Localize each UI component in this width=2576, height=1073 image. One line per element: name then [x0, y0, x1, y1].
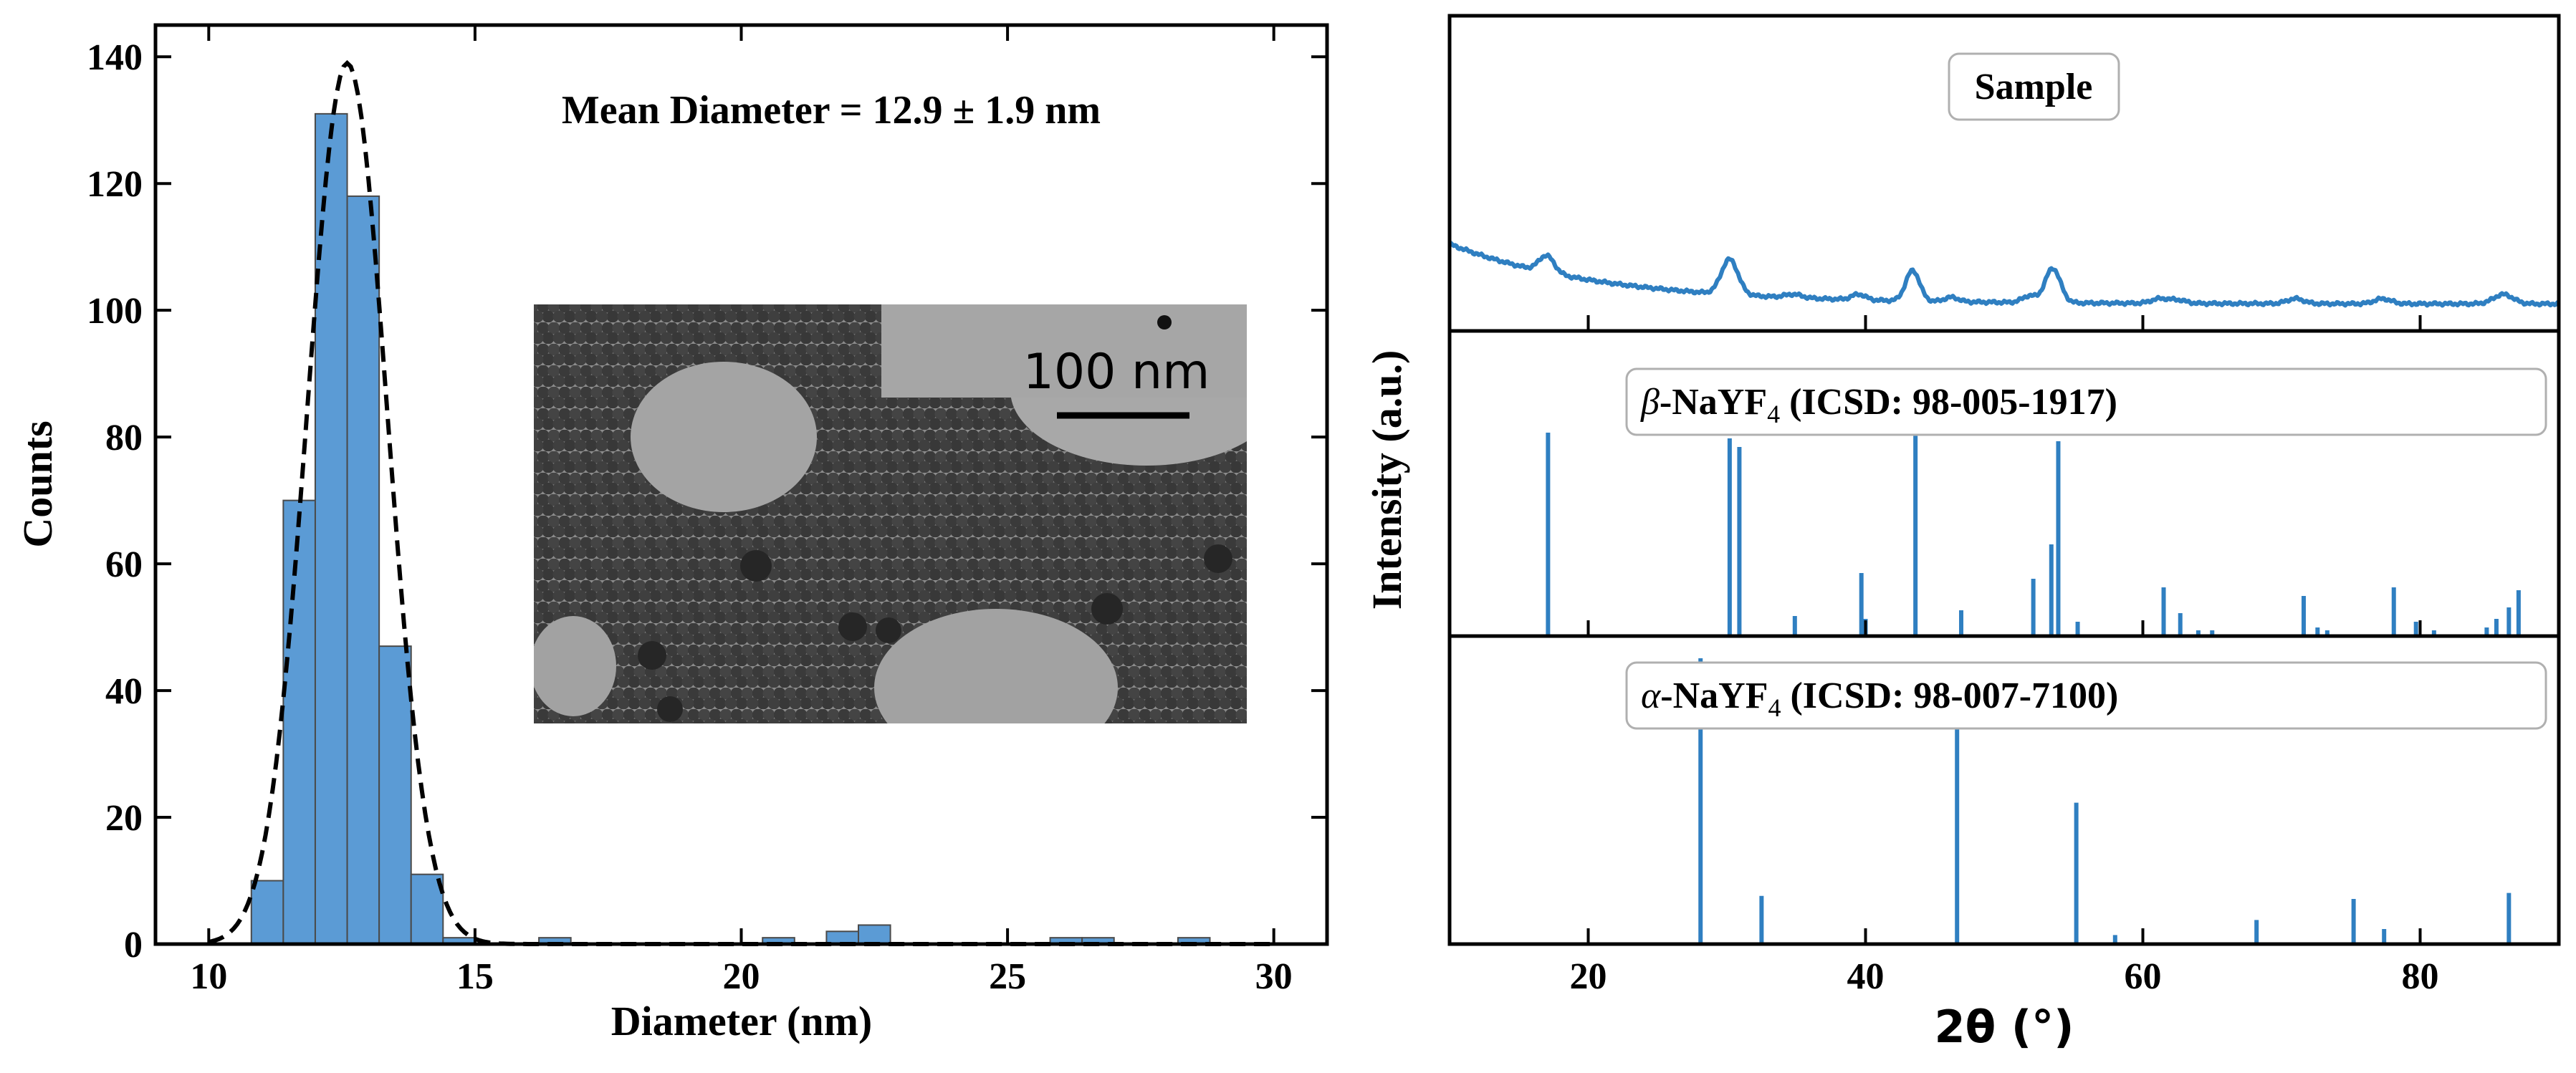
legend-alpha-sub: 4: [1768, 693, 1781, 722]
xrd-x-tick-label: 60: [2125, 956, 2162, 997]
histogram-bar: [250, 880, 284, 945]
x-tick-label: 25: [989, 956, 1026, 997]
legend-sample: Sample: [1948, 52, 2120, 121]
xrd-x-tick-label: 40: [1847, 956, 1885, 997]
y-tick-label: 120: [87, 164, 143, 205]
x-tick-label: 15: [456, 956, 494, 997]
xrd-x-tick-label: 20: [1570, 956, 1607, 997]
histogram-x-axis-label: Diameter (nm): [611, 998, 873, 1044]
histogram-bars: [250, 112, 1211, 946]
legend-alpha: α-NaYF4 (ICSD: 98-007-7100): [1625, 661, 2547, 730]
legend-sample-label: Sample: [1975, 67, 2093, 107]
xrd-x-axis-label: 2θ (°): [1935, 1001, 2074, 1053]
legend-beta-label: -NaYF: [1660, 382, 1767, 423]
y-tick-label: 40: [105, 671, 143, 712]
histogram-bar: [378, 645, 412, 945]
legend-beta-prefix: β: [1640, 382, 1660, 423]
legend-alpha-suffix: (ICSD: 98-007-7100): [1781, 675, 2118, 716]
y-tick-label: 20: [105, 798, 143, 839]
mean-diameter-annotation: Mean Diameter = 12.9 ± 1.9 nm: [562, 88, 1101, 133]
y-tick-label: 100: [87, 291, 143, 332]
alpha-reference-sticks: [1698, 658, 2512, 944]
histogram-panel: 100 nm 10 15 20 25 30 0 20 40 60 80 100 120 140 Mea…: [14, 23, 1329, 1044]
svg-text:α-NaYF4 (ICSD: 98-007-7100): α-NaYF4 (ICSD: 98-007-7100): [1641, 675, 2118, 722]
xrd-panel: 20 40 60 80 Sample β-NaYF4 (ICSD: 98-005-19…: [1364, 14, 2561, 1053]
legend-beta: β-NaYF4 (ICSD: 98-005-1917): [1625, 367, 2547, 436]
x-tick-label: 30: [1255, 956, 1293, 997]
x-tick-label: 20: [723, 956, 760, 997]
xrd-y-axis-label: Intensity (a.u.): [1364, 350, 1410, 610]
histogram-bar: [282, 499, 316, 945]
y-tick-label: 60: [105, 544, 143, 585]
x-tick-label: 10: [190, 956, 227, 997]
y-tick-label: 140: [87, 37, 143, 78]
tem-inset: [534, 304, 1247, 723]
legend-beta-suffix: (ICSD: 98-005-1917): [1780, 382, 2117, 423]
histogram-bar: [858, 924, 891, 946]
histogram-bar: [410, 873, 444, 945]
legend-alpha-label: -NaYF: [1660, 675, 1768, 716]
legend-alpha-prefix: α: [1641, 675, 1662, 716]
beta-reference-sticks: [1546, 404, 2521, 636]
xrd-x-tick-label: 80: [2402, 956, 2439, 997]
histogram-bar: [346, 195, 380, 945]
histogram-x-ticks: 10 15 20 25 30: [190, 25, 1293, 997]
svg-text:β-NaYF4 (ICSD: 98-005-1917): β-NaYF4 (ICSD: 98-005-1917): [1640, 382, 2117, 428]
xrd-axes-frame: [1447, 14, 2561, 946]
histogram-y-axis-label: Counts: [14, 420, 61, 547]
histogram-bar: [314, 112, 348, 945]
y-tick-label: 80: [105, 418, 143, 458]
sample-pattern-line: [1448, 241, 2560, 308]
scale-bar-label: 100 nm: [1023, 344, 1210, 400]
y-tick-label: 0: [124, 925, 143, 966]
xrd-x-ticks: 20 40 60 80: [1570, 315, 2439, 997]
legend-beta-sub: 4: [1767, 400, 1780, 428]
histogram-y-ticks: 0 20 40 60 80 100 120 140: [87, 37, 1327, 966]
